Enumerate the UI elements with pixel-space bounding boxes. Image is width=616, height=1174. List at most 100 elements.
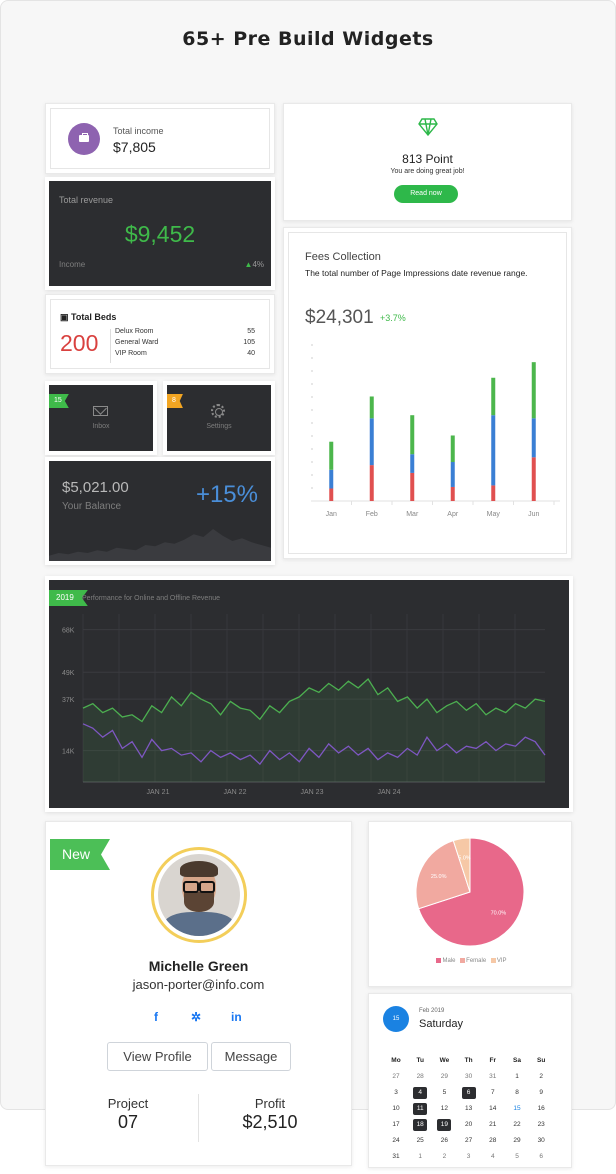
weekday-header: Fr [489,1057,497,1064]
calendar-day[interactable]: 27 [464,1137,473,1144]
bar-segment [410,472,415,501]
date-badge: 15 [383,1006,409,1032]
read-now-button[interactable]: Read now [394,185,458,203]
bar-segment [450,486,455,501]
calendar-day[interactable]: 10 [392,1105,400,1112]
calendar-day[interactable]: 27 [392,1073,400,1080]
bar-segment [531,418,536,458]
calendar-day[interactable]: 16 [537,1105,545,1112]
calendar-day[interactable]: 30 [537,1137,545,1144]
pie-widget: 70.0% 25.0% 5.0% Male Female VIP [368,821,572,987]
calendar-day[interactable]: 21 [489,1121,497,1128]
bar-segment [329,441,334,470]
calendar-day[interactable]: 18 [413,1119,428,1131]
bar-segment [491,485,496,501]
bar-segment [329,469,334,489]
message-button[interactable]: Message [211,1042,291,1071]
bar-segment [491,377,496,416]
calendar-day[interactable]: 5 [442,1089,447,1096]
calendar-day[interactable]: 19 [437,1119,452,1131]
series-area [83,679,545,782]
x-tick-label: JAN 22 [224,789,247,796]
income-value: $7,805 [113,139,156,155]
calendar-month: Feb 2019 [419,1008,445,1014]
calendar-day[interactable]: 3 [394,1089,398,1096]
bar-segment [491,415,496,486]
calendar-day[interactable]: 26 [440,1137,448,1144]
y-tick-label: 14K [62,749,75,756]
profile-email: jason-porter@info.com [132,977,265,992]
weekday-header: Tu [416,1057,424,1064]
calendar-day[interactable]: 20 [464,1121,473,1128]
gender-pie-chart: 70.0% 25.0% 5.0% [415,837,525,947]
bar-segment [410,454,415,473]
profile-name: Michelle Green [148,958,249,974]
x-tick-label: Jan [326,511,337,518]
calendar-day[interactable]: 3 [466,1153,471,1160]
facebook-icon[interactable]: f [154,1010,158,1024]
settings-label: Settings [206,423,232,430]
calendar-day[interactable]: 4 [490,1153,495,1160]
calendar-day[interactable]: 31 [392,1153,400,1160]
avatar [151,847,247,943]
calendar-day[interactable]: 28 [489,1137,497,1144]
calendar-day[interactable]: 2 [539,1073,543,1080]
briefcase-icon [68,123,100,155]
linkedin-icon[interactable]: in [231,1010,242,1024]
calendar-day[interactable]: 23 [537,1121,545,1128]
calendar-day[interactable]: 12 [440,1105,448,1112]
calendar-day[interactable]: 13 [464,1105,473,1112]
points-value: 813 Point [402,152,453,166]
x-tick-label: Feb [366,511,378,518]
calendar-day[interactable]: 5 [515,1153,519,1160]
income-label: Total income [113,126,164,136]
inbox-widget[interactable]: 15 Inbox [45,381,157,455]
bar-segment [450,435,455,462]
project-value: 07 [117,1112,139,1132]
slice-label: 70.0% [491,911,507,917]
view-profile-button[interactable]: View Profile [107,1042,208,1071]
calendar-day[interactable]: 11 [413,1103,428,1115]
calendar-day[interactable]: 30 [464,1073,473,1080]
revenue-widget: Total revenue $9,452 Income ▲4% [45,177,275,290]
calendar-day[interactable]: 28 [416,1073,424,1080]
calendar-day[interactable]: 8 [515,1089,519,1096]
y-tick-label: 49K [62,670,75,677]
diamond-icon [418,118,438,136]
calendar-day[interactable]: 24 [392,1137,400,1144]
calendar-day[interactable]: 6 [539,1153,543,1160]
calendar-day[interactable]: 1 [418,1153,422,1160]
calendar-day[interactable]: 25 [416,1137,424,1144]
calendar-day[interactable]: 4 [413,1087,428,1099]
x-tick-label: JAN 23 [301,789,324,796]
balance-label: Your Balance [62,501,122,512]
dropbox-icon[interactable]: ✲ [191,1010,202,1024]
calendar-day[interactable]: 22 [513,1121,521,1128]
calendar-day[interactable]: 6 [461,1087,476,1099]
settings-widget[interactable]: 8 Settings [163,381,275,455]
calendar-day[interactable]: 1 [515,1073,519,1080]
fees-title: Fees Collection [305,251,381,263]
weekday-header: Mo [391,1057,401,1064]
calendar-day[interactable]: 17 [392,1121,400,1128]
year-badge: 2019 [49,590,88,606]
x-tick-label: Mar [406,511,419,518]
points-widget: 813 Point You are doing great job! Read … [283,103,572,221]
calendar-day[interactable]: 7 [490,1089,495,1096]
x-tick-label: Apr [447,511,459,518]
calendar-day[interactable]: 2 [442,1153,447,1160]
calendar-day[interactable]: 9 [539,1089,543,1096]
beds-total: 200 [60,330,99,356]
income-widget: Total income $7,805 [45,103,275,174]
calendar-day[interactable]: 29 [440,1073,448,1080]
calendar-day[interactable]: 15 [513,1105,521,1112]
divider [110,329,111,363]
calendar-day[interactable]: 29 [513,1137,521,1144]
calendar-day[interactable]: 31 [489,1073,497,1080]
revenue-value: $9,452 [124,221,196,247]
performance-line-chart: 68K 49K 37K 14K JAN 21 JAN 22 JAN 23 JAN 24 [62,614,546,796]
legend-male: Male [442,958,456,965]
calendar-day[interactable]: 14 [489,1105,497,1112]
fees-total: $24,301 [305,307,374,328]
weekday-header: We [439,1057,450,1064]
